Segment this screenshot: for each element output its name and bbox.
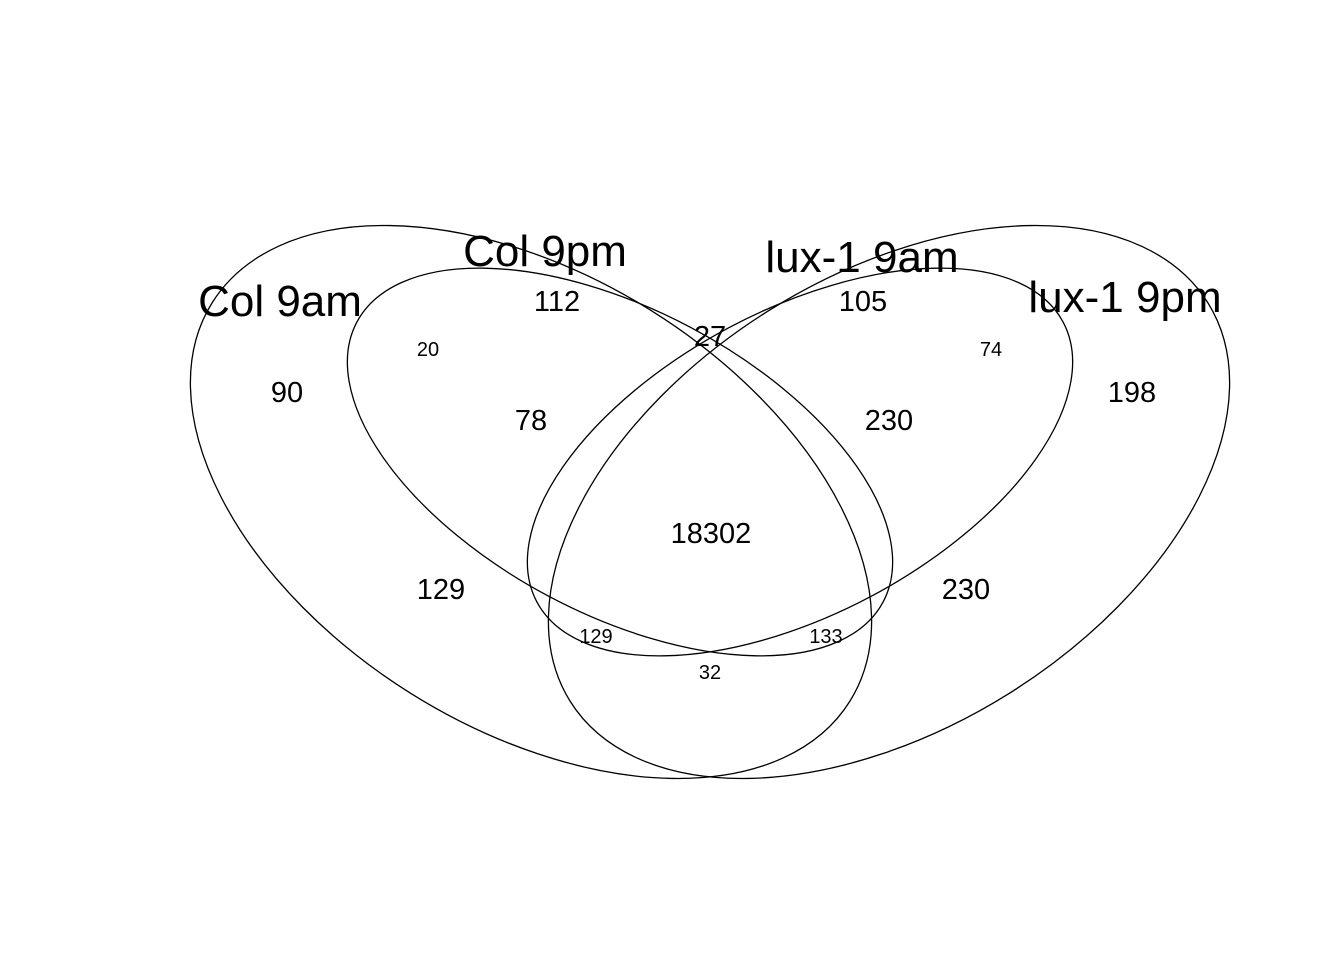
set-label-col-9am: Col 9am	[198, 277, 362, 326]
count-col9pm-only: 112	[534, 286, 580, 318]
set-label-col-9pm: Col 9pm	[463, 227, 627, 276]
count-col9am-col9pm-lux9am: 78	[515, 405, 547, 437]
count-col9am-col9pm-lux9pm: 133	[809, 626, 842, 648]
count-col9am-only: 90	[271, 377, 303, 409]
count-all-four: 18302	[671, 518, 752, 550]
count-lux9am-lux9pm: 74	[980, 339, 1002, 361]
count-col9pm-lux9am: 27	[694, 321, 726, 353]
count-col9pm-lux9am-lux9pm: 230	[865, 405, 913, 437]
set-lux-9am-outline	[526, 267, 1074, 657]
count-lux9am-only: 105	[839, 286, 887, 318]
count-col9pm-lux9pm: 230	[942, 574, 990, 606]
count-col9am-col9pm: 20	[417, 339, 439, 361]
set-lux-9pm-outline	[547, 224, 1231, 780]
count-lux9pm-only: 198	[1108, 377, 1156, 409]
set-col-9pm-outline	[346, 267, 894, 657]
set-label-lux-9am: lux-1 9am	[765, 233, 958, 282]
count-col9am-lux9pm: 32	[699, 662, 721, 684]
set-col-9am-outline	[189, 224, 873, 780]
set-label-lux-9pm: lux-1 9pm	[1028, 273, 1221, 322]
count-col9am-lux9am-lux9pm: 129	[579, 626, 612, 648]
count-col9am-lux9am: 129	[417, 574, 465, 606]
